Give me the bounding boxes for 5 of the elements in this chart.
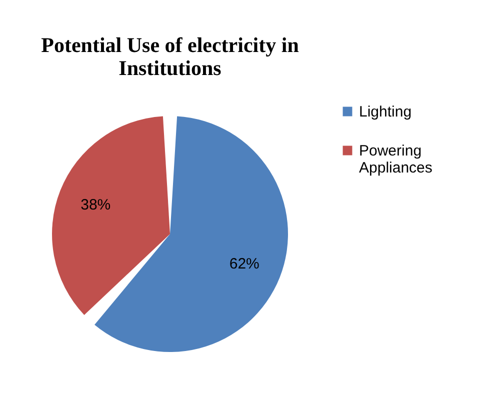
data-label: 38%	[80, 196, 111, 214]
data-label: 62%	[229, 255, 260, 272]
chart-title: Potential Use of electricity in Institutions	[41, 33, 300, 80]
legend-label: Powering Appliances	[359, 142, 432, 176]
legend-label: Lighting	[359, 104, 412, 120]
